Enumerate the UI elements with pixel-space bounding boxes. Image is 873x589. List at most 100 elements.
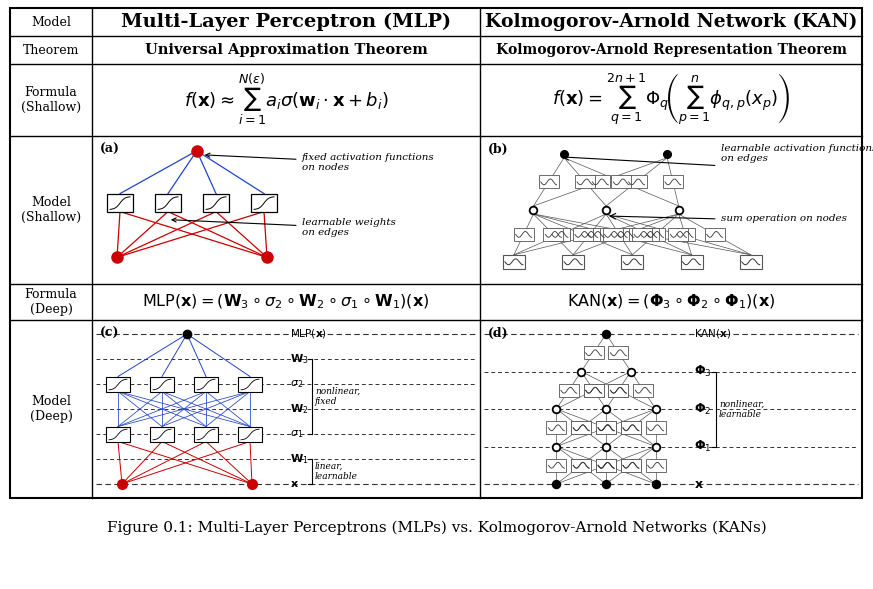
Bar (627, 176, 647, 188)
Text: $\mathrm{MLP}(\mathbf{x})$: $\mathrm{MLP}(\mathbf{x})$ (290, 327, 327, 340)
Bar (584, 384, 603, 397)
Bar (546, 421, 567, 434)
Bar (106, 376, 130, 392)
Text: sum operation on nodes: sum operation on nodes (720, 214, 847, 223)
Text: (b): (b) (488, 143, 509, 156)
Bar (621, 421, 641, 434)
Text: Formula
(Deep): Formula (Deep) (24, 288, 78, 316)
Bar (615, 228, 636, 241)
Text: $\mathbf{x}$: $\mathbf{x}$ (290, 479, 299, 489)
Bar (571, 421, 591, 434)
Text: Formula
(Shallow): Formula (Shallow) (21, 86, 81, 114)
Text: (a): (a) (100, 143, 120, 156)
Bar (681, 255, 703, 269)
Bar (596, 459, 616, 472)
Bar (608, 384, 629, 397)
Bar (621, 459, 641, 472)
Bar (571, 459, 591, 472)
Bar (550, 228, 570, 241)
Bar (194, 376, 218, 392)
Text: (d): (d) (488, 327, 509, 340)
Text: $\mathbf{\Phi}_2$: $\mathbf{\Phi}_2$ (694, 402, 711, 416)
Bar (587, 228, 606, 241)
Text: $\sigma_2$: $\sigma_2$ (290, 378, 303, 390)
Bar (596, 421, 616, 434)
Text: Multi-Layer Perceptron (MLP): Multi-Layer Perceptron (MLP) (121, 13, 451, 31)
Text: Kolmogorov-Arnold Network (KAN): Kolmogorov-Arnold Network (KAN) (485, 13, 857, 31)
Bar (609, 228, 629, 241)
Bar (621, 421, 641, 434)
Bar (106, 426, 130, 442)
Bar (596, 459, 616, 472)
Bar (584, 384, 603, 397)
Text: nonlinear,
fixed: nonlinear, fixed (315, 387, 361, 406)
Bar (596, 421, 616, 434)
Bar (546, 459, 567, 472)
Bar (705, 228, 725, 241)
Text: nonlinear,
learnable: nonlinear, learnable (719, 399, 764, 419)
Bar (150, 426, 174, 442)
Bar (503, 255, 525, 269)
Bar (150, 376, 174, 392)
Bar (571, 459, 591, 472)
Text: Universal Approximation Theorem: Universal Approximation Theorem (145, 43, 428, 57)
Text: learnable weights
on edges: learnable weights on edges (172, 218, 395, 237)
Bar (238, 426, 262, 442)
Bar (645, 228, 665, 241)
Bar (575, 176, 595, 188)
Bar (596, 459, 616, 472)
Bar (639, 228, 659, 241)
Bar (562, 255, 584, 269)
Bar (571, 421, 591, 434)
Text: $\mathbf{x}$: $\mathbf{x}$ (694, 478, 704, 491)
Bar (739, 255, 762, 269)
Bar (621, 459, 641, 472)
Text: Kolmogorov-Arnold Representation Theorem: Kolmogorov-Arnold Representation Theorem (496, 43, 847, 57)
Bar (663, 176, 683, 188)
Bar (543, 228, 563, 241)
Text: $\mathrm{KAN}(\mathbf{x}) = (\mathbf{\Phi}_3 \circ \mathbf{\Phi}_2 \circ \mathbf: $\mathrm{KAN}(\mathbf{x}) = (\mathbf{\Ph… (567, 293, 775, 311)
Bar (559, 384, 579, 397)
Bar (622, 255, 643, 269)
Bar (584, 346, 603, 359)
Bar (608, 346, 629, 359)
Bar (580, 228, 600, 241)
Text: (c): (c) (100, 327, 120, 340)
Text: $\sigma_1$: $\sigma_1$ (290, 428, 303, 440)
Bar (107, 194, 133, 211)
Text: $\mathrm{KAN}(\mathbf{x})$: $\mathrm{KAN}(\mathbf{x})$ (694, 327, 732, 340)
Bar (573, 228, 593, 241)
Text: Model
(Shallow): Model (Shallow) (21, 196, 81, 224)
Text: $\mathbf{\Phi}_1$: $\mathbf{\Phi}_1$ (694, 439, 711, 454)
Bar (10, 8, 862, 498)
Bar (632, 228, 652, 241)
Text: $f(\mathbf{x}) \approx \sum_{i=1}^{N(\epsilon)} a_i \sigma(\mathbf{w}_i \cdot \m: $f(\mathbf{x}) \approx \sum_{i=1}^{N(\ep… (183, 72, 388, 128)
Bar (611, 176, 631, 188)
Text: $\mathbf{W}_1$: $\mathbf{W}_1$ (290, 452, 308, 466)
Text: linear,
learnable: linear, learnable (315, 462, 358, 481)
Text: $f(\mathbf{x}) = \sum_{q=1}^{2n+1} \Phi_q\!\left(\sum_{p=1}^{n} \phi_{q,p}(x_p)\: $f(\mathbf{x}) = \sum_{q=1}^{2n+1} \Phi_… (552, 72, 790, 128)
Text: $\mathbf{W}_3$: $\mathbf{W}_3$ (290, 352, 308, 366)
Text: $\mathrm{MLP}(\mathbf{x}) = (\mathbf{W}_3 \circ \sigma_2 \circ \mathbf{W}_2 \cir: $\mathrm{MLP}(\mathbf{x}) = (\mathbf{W}_… (142, 293, 430, 311)
Bar (675, 228, 695, 241)
Bar (602, 228, 622, 241)
Text: learnable activation functions
on edges: learnable activation functions on edges (720, 144, 873, 164)
Bar (513, 228, 533, 241)
Bar (155, 194, 181, 211)
Text: $\mathbf{\Phi}_3$: $\mathbf{\Phi}_3$ (694, 364, 711, 379)
Bar (539, 176, 559, 188)
Bar (633, 384, 653, 397)
Bar (251, 194, 277, 211)
Text: $\mathbf{W}_2$: $\mathbf{W}_2$ (290, 402, 308, 416)
Bar (646, 421, 666, 434)
Bar (203, 194, 229, 211)
Bar (590, 176, 610, 188)
Text: Theorem: Theorem (23, 44, 79, 57)
Bar (669, 228, 689, 241)
Bar (608, 384, 629, 397)
Bar (238, 376, 262, 392)
Bar (194, 426, 218, 442)
Bar (596, 421, 616, 434)
Text: Figure 0.1: Multi-Layer Perceptrons (MLPs) vs. Kolmogorov-Arnold Networks (KANs): Figure 0.1: Multi-Layer Perceptrons (MLP… (107, 521, 766, 535)
Bar (646, 459, 666, 472)
